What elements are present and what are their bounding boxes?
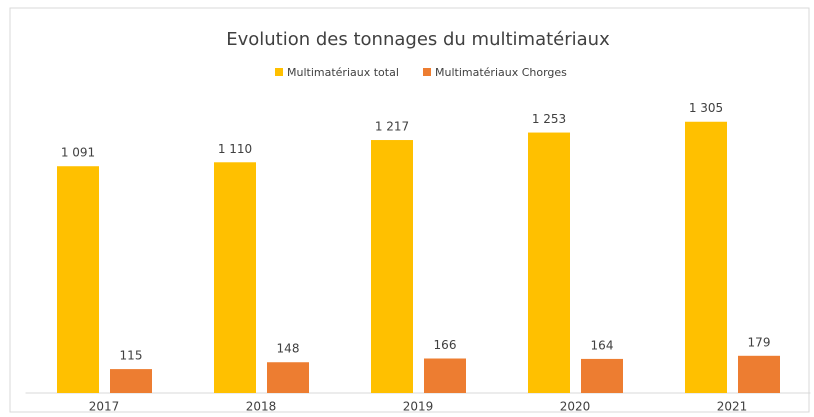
bar <box>685 121 727 393</box>
data-label: 1 217 <box>375 120 409 134</box>
bar <box>738 355 780 393</box>
x-tick-label: 2017 <box>89 400 120 414</box>
x-tick-label: 2019 <box>403 400 434 414</box>
data-label: 164 <box>591 338 614 352</box>
bar <box>267 362 309 393</box>
bar <box>581 358 623 393</box>
legend-swatch <box>275 68 283 76</box>
legend-label: Multimatériaux total <box>287 66 399 79</box>
data-label: 1 305 <box>689 101 723 115</box>
data-label: 148 <box>277 342 300 356</box>
bar <box>528 132 570 393</box>
chart-title: Evolution des tonnages du multimatériaux <box>226 29 610 50</box>
legend-label: Multimatériaux Chorges <box>435 66 567 79</box>
bar <box>371 140 413 393</box>
data-label: 166 <box>434 338 457 352</box>
bar <box>424 358 466 393</box>
bar <box>110 369 152 393</box>
data-label: 179 <box>748 335 771 349</box>
data-label: 115 <box>120 349 143 363</box>
data-label: 1 110 <box>218 142 252 156</box>
bar <box>57 166 99 393</box>
data-label: 1 091 <box>61 146 95 160</box>
x-tick-label: 2021 <box>717 400 748 414</box>
data-label: 1 253 <box>532 112 566 126</box>
legend-swatch <box>423 68 431 76</box>
x-tick-label: 2018 <box>246 400 277 414</box>
bar <box>214 162 256 393</box>
x-tick-label: 2020 <box>560 400 591 414</box>
